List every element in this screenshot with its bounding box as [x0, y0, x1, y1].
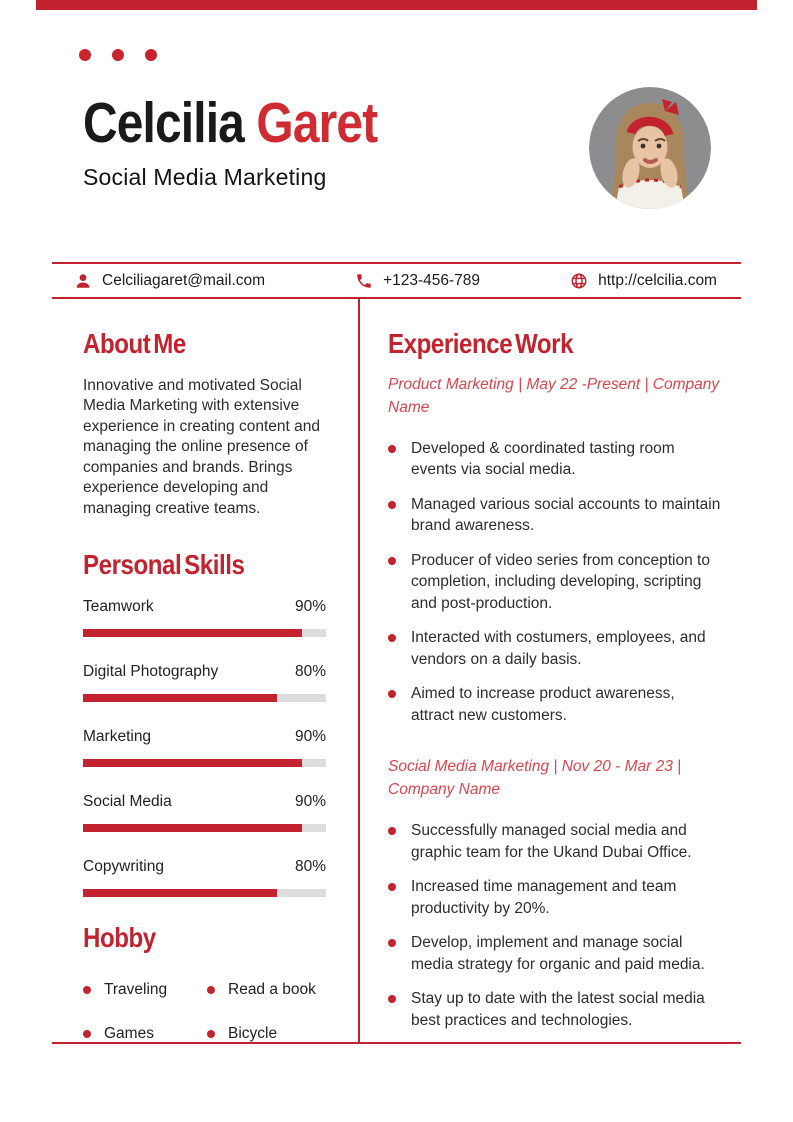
job-bullet: Successfully managed social media and gr…	[388, 820, 721, 863]
skill-item: Digital Photography 80%	[83, 663, 326, 703]
skill-percent: 90%	[294, 728, 326, 746]
person-name: Celcilia Garet	[83, 91, 503, 155]
skill-bar-fill	[83, 694, 278, 703]
contact-phone: +123-456-789	[355, 272, 480, 290]
job-bullets: Developed & coordinated tasting room eve…	[388, 438, 721, 727]
last-name: Garet	[256, 91, 378, 155]
skill-bar-fill	[83, 759, 302, 768]
skill-percent: 90%	[294, 598, 326, 616]
contact-website: http://celcilia.com	[570, 272, 717, 290]
hobby-item: Read a book	[207, 981, 326, 999]
email-text[interactable]: Celciliagaret@mail.com	[102, 271, 266, 289]
phone-icon	[357, 273, 371, 288]
hobby-label: Traveling	[104, 980, 168, 998]
bullet-dot-icon	[207, 1029, 215, 1038]
skills-list: Teamwork 90% Digital Photography 80% Mar…	[83, 598, 326, 898]
skill-item: Copywriting 80%	[83, 858, 326, 898]
main-columns: About Me Innovative and motivated Social…	[52, 299, 741, 1044]
skill-bar-fill	[83, 629, 302, 638]
skill-bar	[83, 824, 326, 833]
hobby-item: Bicycle	[207, 1025, 326, 1043]
skill-bar	[83, 694, 326, 703]
left-column: About Me Innovative and motivated Social…	[52, 299, 358, 1042]
skill-bar	[83, 889, 326, 898]
job-bullet: Developed & coordinated tasting room eve…	[388, 438, 721, 481]
skill-label: Marketing	[83, 728, 152, 746]
skill-bar	[83, 629, 326, 638]
website-text[interactable]: http://celcilia.com	[598, 271, 717, 289]
header: Celcilia Garet Social Media Marketing	[83, 91, 583, 191]
top-accent-bar	[36, 0, 757, 10]
job-title: Product Marketing | May 22 -Present | Co…	[388, 375, 720, 416]
job-bullet: Managed various social accounts to maint…	[388, 494, 721, 537]
decorative-dots	[79, 49, 157, 61]
hobby-item: Games	[83, 1025, 207, 1043]
dot-icon	[79, 49, 91, 61]
right-column: Experience Work Product Marketing | May …	[358, 299, 741, 1042]
job-bullet: Increased time management and team produ…	[388, 876, 721, 919]
about-title: About Me	[83, 328, 186, 359]
skill-item: Marketing 90%	[83, 728, 326, 768]
bullet-dot-icon	[83, 985, 91, 994]
skill-bar-fill	[83, 824, 302, 833]
contact-email: Celciliagaret@mail.com	[74, 272, 265, 290]
bullet-dot-icon	[207, 985, 215, 994]
first-name: Celcilia	[83, 91, 245, 155]
dot-icon	[145, 49, 157, 61]
job-title: Social Media Marketing | Nov 20 - Mar 23…	[388, 758, 682, 799]
job-bullet: Stay up to date with the latest social m…	[388, 988, 721, 1031]
job-bullet: Interacted with costumers, employees, an…	[388, 627, 721, 670]
profile-photo-illustration	[589, 87, 711, 209]
skill-bar-fill	[83, 889, 278, 898]
dot-icon	[112, 49, 124, 61]
skill-percent: 80%	[294, 663, 326, 681]
skill-label: Teamwork	[83, 598, 154, 616]
about-text: Innovative and motivated Social Media Ma…	[83, 376, 320, 517]
job-bullet: Develop, implement and manage social med…	[388, 932, 721, 975]
job-subtitle: Social Media Marketing	[83, 163, 327, 190]
hobby-label: Games	[104, 1024, 154, 1042]
skill-percent: 90%	[294, 793, 326, 811]
skill-label: Digital Photography	[83, 663, 219, 681]
skills-title: Personal Skills	[83, 549, 245, 581]
job-bullets: Successfully managed social media and gr…	[388, 820, 721, 1031]
hobby-item: Traveling	[83, 981, 207, 999]
skill-bar	[83, 759, 326, 768]
skill-percent: 80%	[294, 858, 326, 876]
skill-item: Teamwork 90%	[83, 598, 326, 638]
globe-icon	[571, 273, 587, 288]
hobby-title: Hobby	[83, 922, 156, 954]
job-bullet: Producer of video series from conception…	[388, 550, 721, 615]
hobby-label: Read a book	[228, 980, 316, 998]
skill-label: Social Media	[83, 793, 172, 811]
person-icon	[76, 273, 90, 288]
phone-text[interactable]: +123-456-789	[383, 271, 481, 289]
experience-title: Experience Work	[388, 328, 574, 359]
hobby-list: Traveling Read a book Games Bicycle	[83, 981, 326, 1043]
job-bullet: Aimed to increase product awareness, att…	[388, 683, 721, 726]
contact-bar: Celciliagaret@mail.com +123-456-789 http…	[52, 262, 741, 299]
skill-item: Social Media 90%	[83, 793, 326, 833]
bullet-dot-icon	[83, 1029, 91, 1038]
hobby-label: Bicycle	[228, 1024, 278, 1042]
skill-label: Copywriting	[83, 858, 164, 876]
profile-photo	[589, 87, 711, 209]
